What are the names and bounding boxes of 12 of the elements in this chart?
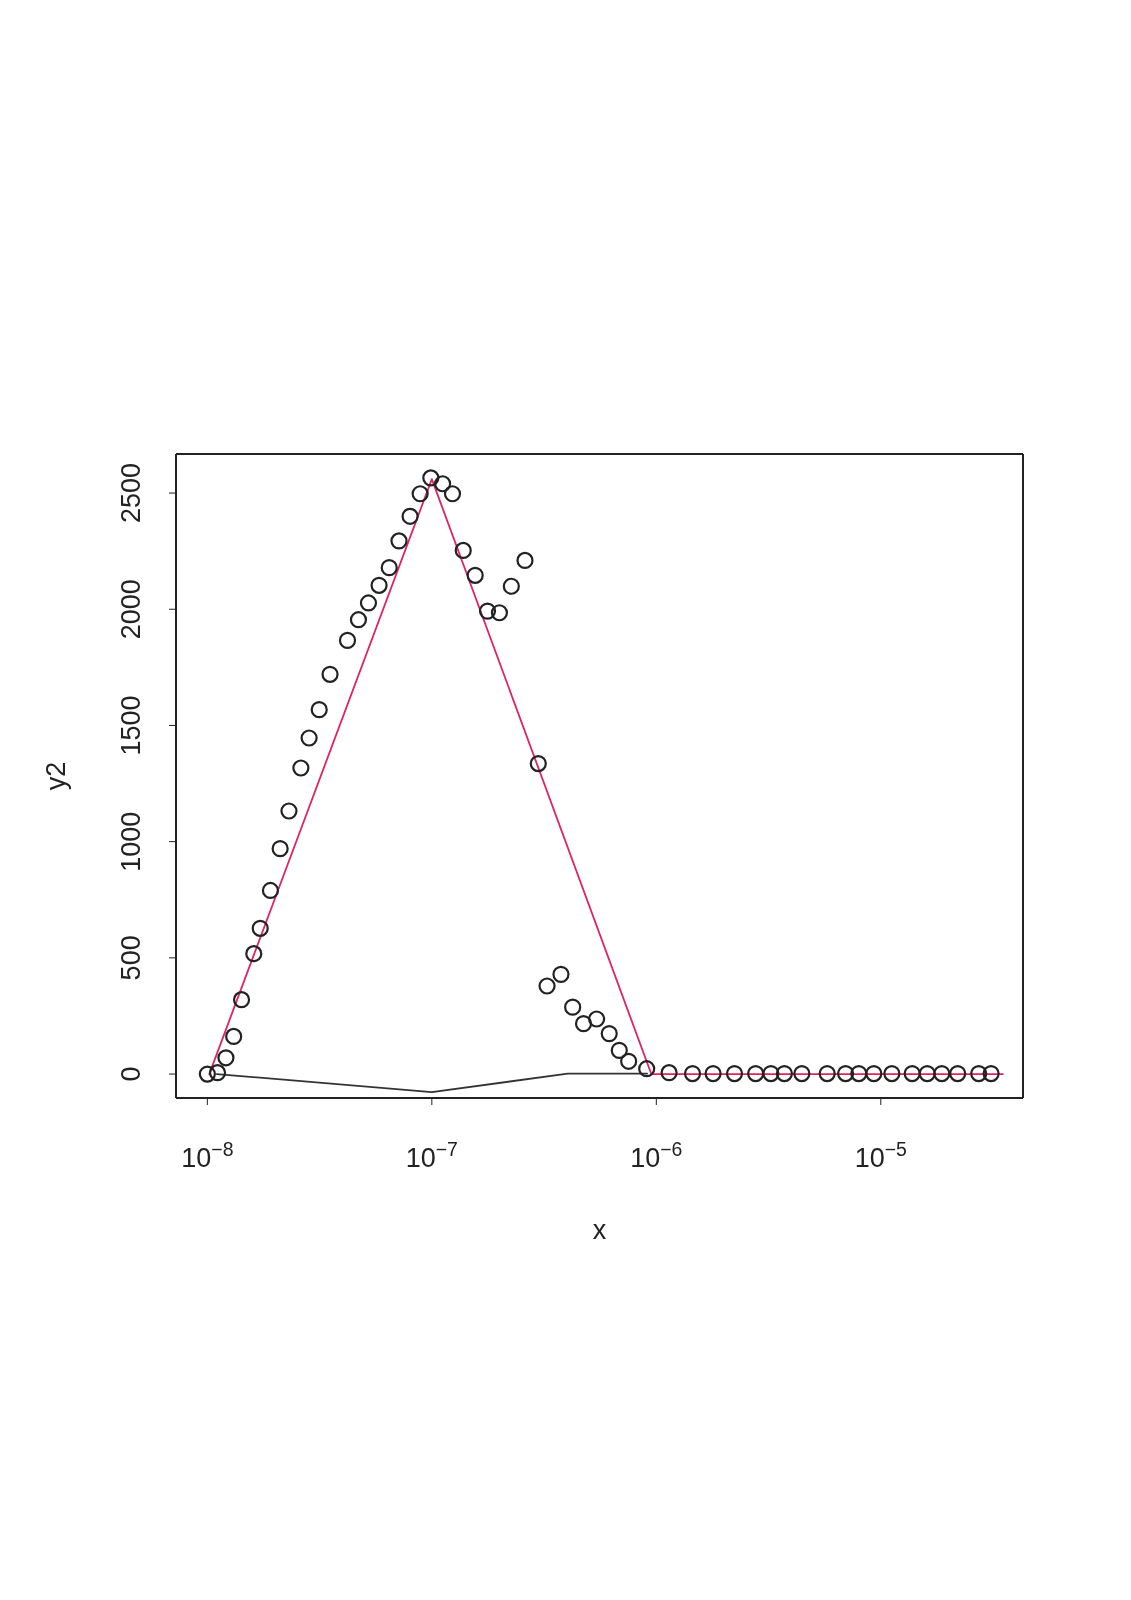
x-tick-label: 10$^{−5}$ <box>854 1138 907 1173</box>
y-axis-title: y2 <box>41 761 71 791</box>
x-tick-label: 10$^{−6}$ <box>630 1138 683 1173</box>
x-tick-label: 10$^{−7}$ <box>405 1138 458 1173</box>
y-tick-label: 1000 <box>116 811 146 872</box>
y-tick-label: 500 <box>116 935 146 981</box>
y-tick-label: 2500 <box>116 463 146 524</box>
y-tick-label: 1500 <box>116 695 146 756</box>
x-axis-title: x <box>592 1215 607 1245</box>
x-tick-label: 10$^{−8}$ <box>181 1138 234 1173</box>
y-tick-label: 2000 <box>116 579 146 640</box>
y-tick-label: 0 <box>116 1066 146 1082</box>
